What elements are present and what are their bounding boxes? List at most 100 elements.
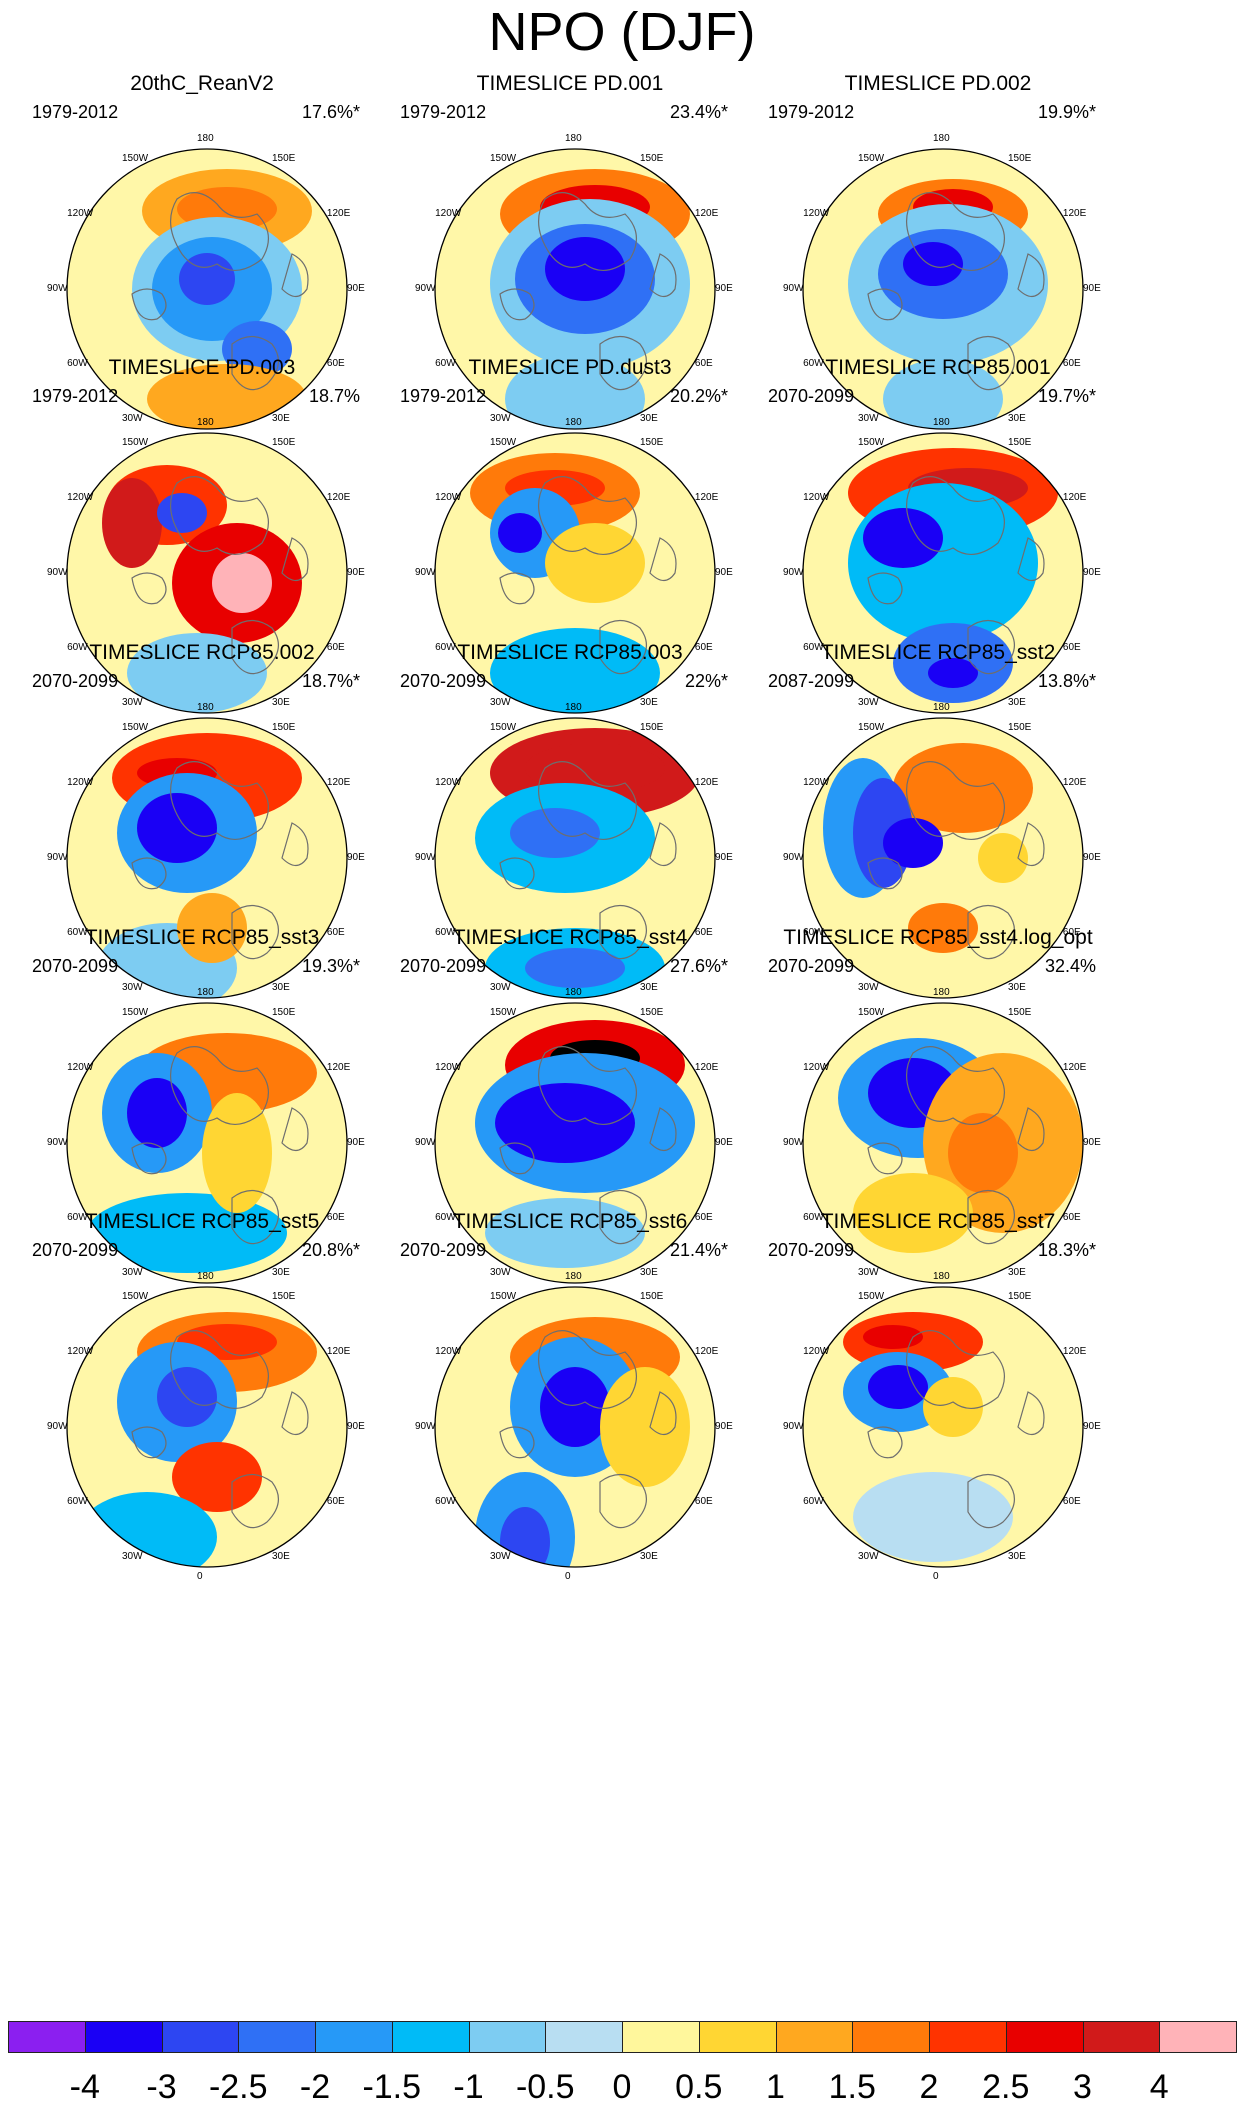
- longitude-label: 120W: [67, 208, 94, 219]
- colorbar-cell: [391, 2021, 470, 2053]
- colorbar-tick-label: -1: [453, 2068, 484, 2106]
- longitude-label: 60E: [694, 358, 713, 369]
- coastline: [131, 761, 309, 960]
- longitude-label: 60E: [326, 642, 345, 653]
- colorbar-cell: [8, 2021, 86, 2053]
- figure-title: NPO (DJF): [488, 2, 756, 62]
- anomaly-contour: [853, 1472, 1013, 1562]
- colorbar-tick-label: -4: [69, 2068, 100, 2106]
- polar-map: [434, 432, 716, 714]
- panel-variance-percent: 13.8%*: [1037, 671, 1096, 691]
- longitude-label: 150W: [858, 722, 885, 734]
- longitude-label: 30W: [122, 1550, 143, 1562]
- map-panel: TIMESLICE PD.001 1979-2012 23.4%* 180 150E 12…: [390, 72, 750, 444]
- coastline: [867, 1046, 1045, 1245]
- longitude-label: 120E: [326, 492, 351, 503]
- longitude-label: 60E: [326, 358, 345, 369]
- longitude-label: 60W: [435, 1496, 456, 1507]
- longitude-label: 90E: [715, 567, 733, 578]
- longitude-label: 90W: [47, 567, 68, 578]
- map-boundary: [434, 717, 716, 999]
- longitude-label: 180: [197, 417, 214, 428]
- longitude-label: 0: [197, 1571, 203, 1582]
- longitude-label: 30E: [1008, 1266, 1026, 1278]
- panel-title: TIMESLICE PD.002: [844, 72, 1032, 95]
- longitude-label: 90E: [347, 283, 365, 294]
- longitude-label: 60W: [435, 1212, 456, 1223]
- anomaly-contour: [102, 478, 162, 568]
- map-panel: 20thC_ReanV2 1979-2012 17.6%* 180 150E 120E 90…: [22, 72, 382, 444]
- longitude-label: 180: [933, 702, 950, 713]
- longitude-label: 180: [565, 133, 582, 144]
- colorbar-cell: [1082, 2021, 1161, 2053]
- panel-period: 2070-2099: [400, 671, 487, 691]
- longitude-label: 150W: [490, 1007, 517, 1019]
- longitude-label: 120W: [67, 777, 94, 788]
- anomaly-contour: [883, 818, 943, 868]
- longitude-label: 180: [565, 702, 582, 713]
- map-panel: TIMESLICE RCP85_sst4 2070-2099 27.6%* 180 15…: [390, 926, 750, 1298]
- longitude-label: 120E: [694, 1062, 719, 1073]
- longitude-label: 150W: [858, 1007, 885, 1019]
- anomaly-contour: [545, 237, 625, 301]
- longitude-label: 150E: [1008, 153, 1032, 165]
- colorbar-tick-label: 1: [766, 2068, 785, 2106]
- panel-period: 1979-2012: [768, 102, 855, 122]
- longitude-label: 180: [565, 417, 582, 428]
- map-panel: TIMESLICE RCP85_sst5 2070-2099 20.8%* 180 15…: [22, 1210, 382, 1582]
- colorbar-tick-label: -3: [146, 2068, 177, 2106]
- longitude-label: 120W: [435, 777, 462, 788]
- anomaly-contour: [485, 1198, 645, 1268]
- anomaly-contour: [500, 1507, 550, 1567]
- anomaly-contour: [853, 1173, 973, 1253]
- anomaly-contour: [978, 833, 1028, 883]
- polar-map: [66, 432, 348, 714]
- longitude-label: 90W: [783, 852, 804, 863]
- polar-map: [434, 148, 716, 430]
- colorbar-cell: [161, 2021, 240, 2053]
- longitude-label: 150W: [858, 1291, 885, 1303]
- anomaly-contour: [495, 1083, 635, 1163]
- anomaly-contour: [222, 321, 292, 377]
- longitude-label: 60E: [326, 1212, 345, 1223]
- coastline: [867, 476, 1045, 675]
- polar-map: [66, 148, 348, 430]
- anomaly-contour: [600, 1367, 690, 1487]
- longitude-label: 30E: [640, 696, 658, 708]
- anomaly-contour: [525, 948, 625, 988]
- longitude-label: 180: [565, 1271, 582, 1282]
- longitude-label: 0: [933, 1571, 939, 1582]
- longitude-label: 180: [197, 1271, 214, 1282]
- longitude-label: 60E: [1062, 642, 1081, 653]
- longitude-label: 60E: [326, 927, 345, 938]
- longitude-label: 90E: [347, 567, 365, 578]
- coastline: [867, 761, 1045, 960]
- longitude-label: 150E: [1008, 722, 1032, 734]
- longitude-label: 150W: [858, 437, 885, 449]
- longitude-label: 90W: [783, 1137, 804, 1148]
- longitude-label: 60W: [803, 642, 824, 653]
- panel-period: 2070-2099: [32, 671, 119, 691]
- longitude-label: 60E: [1062, 358, 1081, 369]
- longitude-label: 90E: [1083, 852, 1101, 863]
- longitude-label: 30E: [640, 412, 658, 424]
- panel-title: TIMESLICE RCP85.003: [457, 641, 683, 664]
- panel-period: 1979-2012: [400, 102, 487, 122]
- colorbar-tick-label: 4: [1149, 2068, 1169, 2106]
- anomaly-contour: [868, 1365, 928, 1409]
- longitude-label: 150W: [122, 153, 149, 165]
- polar-map: [66, 717, 348, 999]
- colorbar-tick-label: -2.5: [208, 2068, 268, 2106]
- panel-period: 2070-2099: [32, 956, 119, 976]
- longitude-label: 150W: [122, 722, 149, 734]
- coastline: [499, 1330, 677, 1529]
- panel-variance-percent: 19.3%*: [301, 956, 360, 976]
- anomaly-contour: [177, 893, 247, 963]
- longitude-label: 120W: [67, 1062, 94, 1073]
- coastline: [131, 476, 309, 675]
- colorbar-tick-label: -2: [299, 2068, 331, 2106]
- longitude-label: 60W: [435, 358, 456, 369]
- longitude-label: 150E: [640, 722, 664, 734]
- longitude-label: 120E: [1062, 492, 1087, 503]
- map-boundary: [802, 148, 1084, 430]
